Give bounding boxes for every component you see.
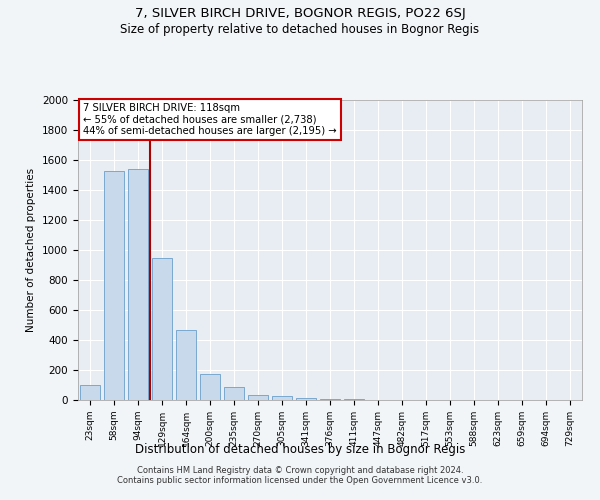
Bar (296, 398, 316, 400)
Text: Contains HM Land Registry data © Crown copyright and database right 2024.
Contai: Contains HM Land Registry data © Crown c… (118, 466, 482, 485)
Y-axis label: Number of detached properties: Number of detached properties (26, 168, 37, 332)
Bar (176, 330, 196, 400)
Bar (344, 399, 364, 400)
Bar (80, 385, 100, 400)
Bar (248, 395, 268, 400)
Bar (320, 399, 340, 400)
Bar (104, 170, 124, 400)
Bar (152, 258, 172, 400)
Bar (128, 169, 148, 400)
Bar (200, 374, 220, 400)
Bar (272, 396, 292, 400)
Bar (224, 386, 244, 400)
Text: Size of property relative to detached houses in Bognor Regis: Size of property relative to detached ho… (121, 22, 479, 36)
Text: Distribution of detached houses by size in Bognor Regis: Distribution of detached houses by size … (135, 442, 465, 456)
Text: 7 SILVER BIRCH DRIVE: 118sqm
← 55% of detached houses are smaller (2,738)
44% of: 7 SILVER BIRCH DRIVE: 118sqm ← 55% of de… (83, 103, 337, 136)
Text: 7, SILVER BIRCH DRIVE, BOGNOR REGIS, PO22 6SJ: 7, SILVER BIRCH DRIVE, BOGNOR REGIS, PO2… (134, 8, 466, 20)
